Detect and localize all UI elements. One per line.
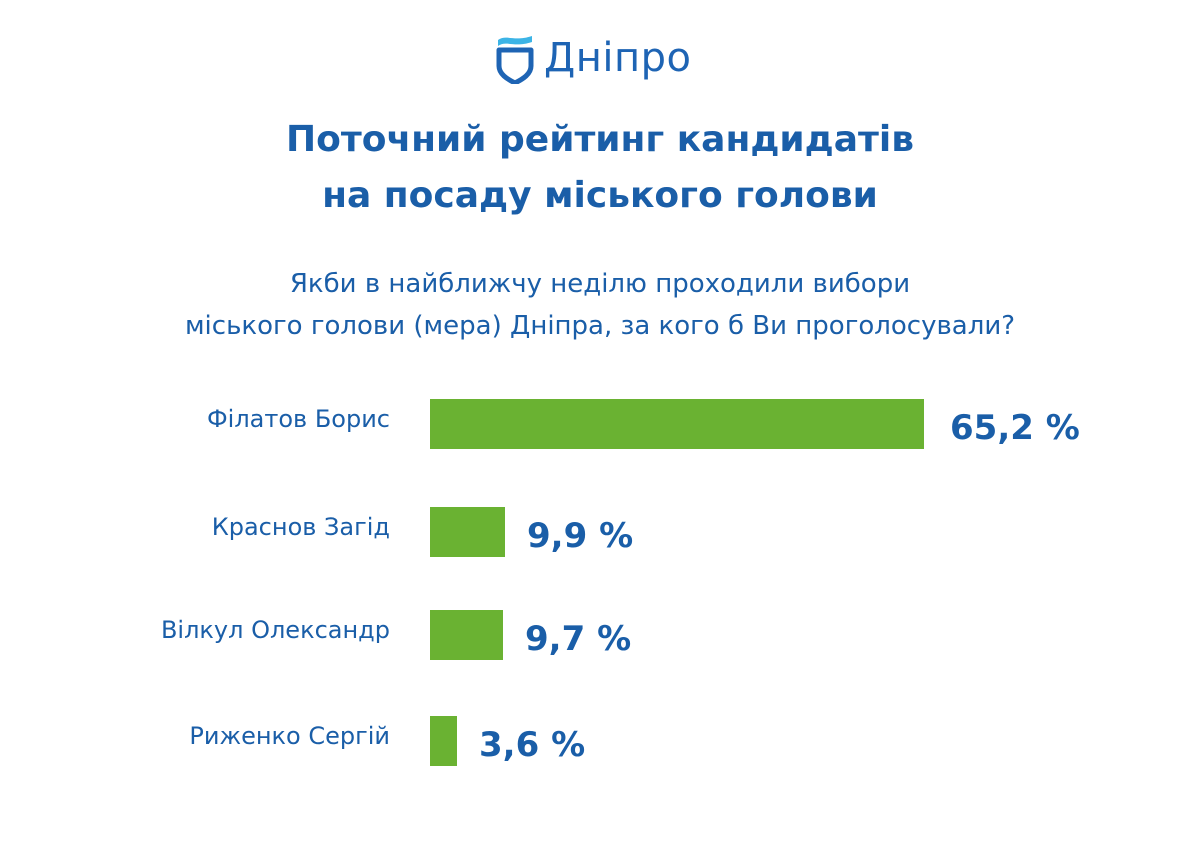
title-line-1: Поточний рейтинг кандидатів [286,119,914,160]
candidate-name: Філатов Борис [207,405,390,433]
question-line-1: Якби в найближчу неділю проходили вибори [289,269,911,299]
chart-row: Філатов Борис 65,2 % [0,399,1200,449]
bar [430,507,505,557]
value-label: 3,6 % [479,725,586,765]
chart-row: Вілкул Олександр 9,7 % [0,610,1200,660]
candidate-name: Риженко Сергій [189,722,390,750]
chart-row: Риженко Сергій 3,6 % [0,716,1200,766]
title-line-2: на посаду міського голови [322,175,878,216]
shield-wave-icon [496,36,534,84]
bar [430,716,457,766]
question-line-2: міського голови (мера) Дніпра, за кого б… [184,311,1016,341]
value-label: 9,9 % [527,516,634,556]
bar [430,399,924,449]
survey-question: Якби в найближчу неділю проходили вибори… [0,263,1200,347]
logo-text: Дніпро [544,35,692,81]
chart-row: Краснов Загід 9,9 % [0,507,1200,557]
value-label: 9,7 % [525,619,632,659]
logo: Дніпро [496,30,692,86]
candidate-name: Краснов Загід [211,513,390,541]
candidate-name: Вілкул Олександр [160,616,390,644]
page-title: Поточний рейтинг кандидатів на посаду мі… [0,112,1200,224]
bar [430,610,503,660]
value-label: 65,2 % [950,408,1080,448]
